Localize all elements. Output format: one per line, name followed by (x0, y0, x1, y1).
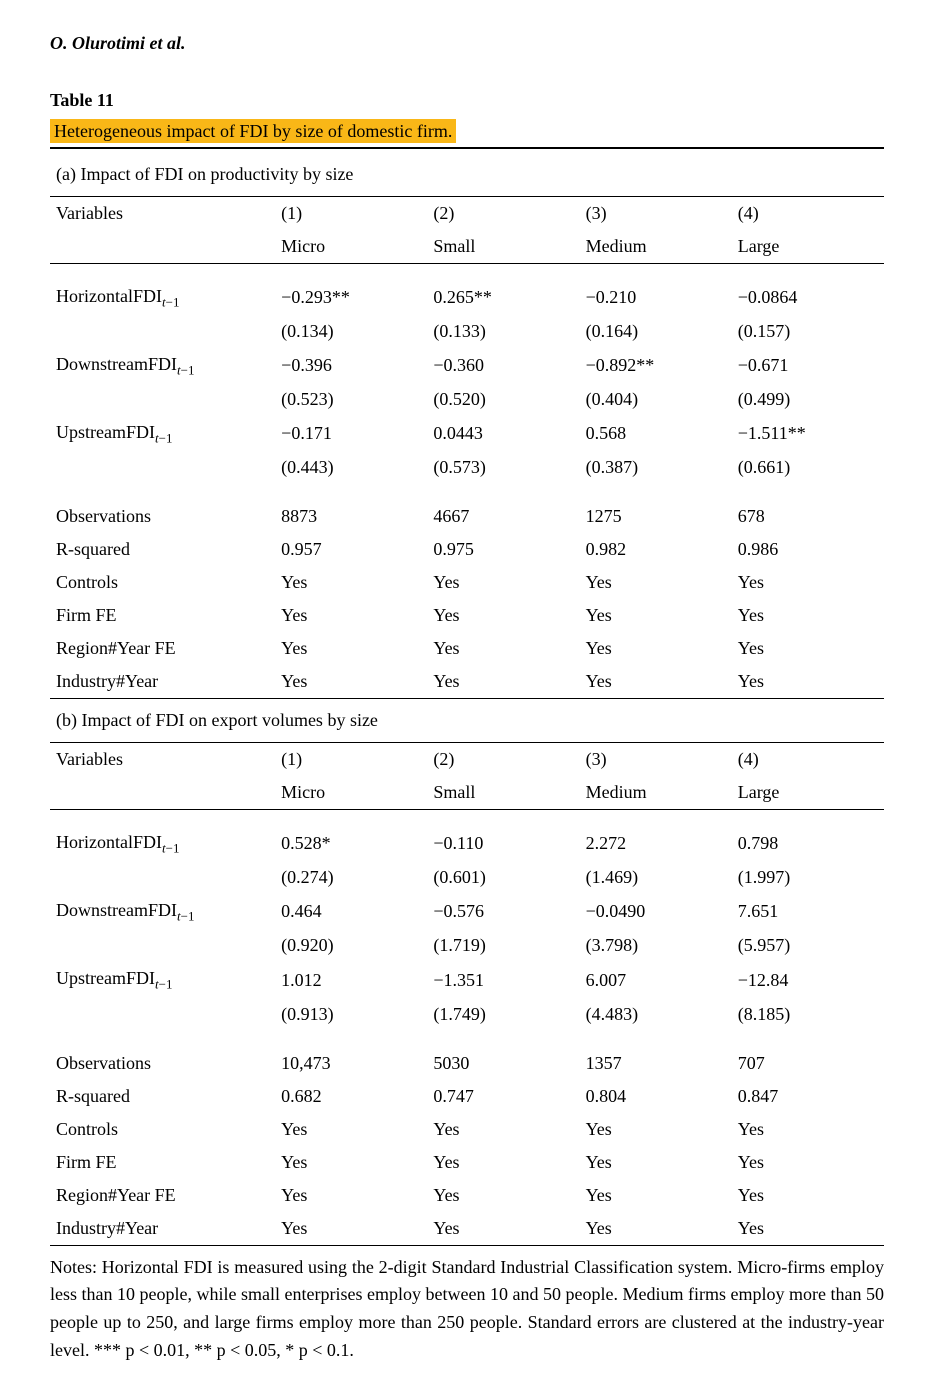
b-iye: Industry#YearYesYesYesYes (50, 1212, 884, 1246)
b-dfdi: DownstreamFDIt−1 0.464−0.576−0.04907.651 (50, 894, 884, 929)
header-c1l: Micro (275, 230, 427, 264)
a-dfdi: DownstreamFDIt−1 −0.396−0.360−0.892**−0.… (50, 348, 884, 383)
a-dfdi-se: (0.523)(0.520)(0.404)(0.499) (50, 383, 884, 416)
table-caption: Heterogeneous impact of FDI by size of d… (50, 119, 456, 143)
header-b-row-1: Variables (1) (2) (3) (4) (50, 743, 884, 777)
a-r2: R-squared0.9570.9750.9820.986 (50, 533, 884, 566)
header-c2l: Small (427, 230, 579, 264)
author-line: O. Olurotimi et al. (50, 30, 884, 57)
panel-b-title-row: (b) Impact of FDI on export volumes by s… (50, 699, 884, 743)
results-table: (a) Impact of FDI on productivity by siz… (50, 153, 884, 1246)
header-row-1: Variables (1) (2) (3) (4) (50, 197, 884, 231)
header-var: Variables (50, 197, 275, 231)
header-b-row-2: Micro Small Medium Large (50, 776, 884, 810)
header-c3n: (3) (580, 197, 732, 231)
b-ufdi-se: (0.913)(1.749)(4.483)(8.185) (50, 998, 884, 1031)
b-rye: Region#Year FEYesYesYesYes (50, 1179, 884, 1212)
table-label: Table 11 (50, 87, 884, 114)
panel-b-title: (b) Impact of FDI on export volumes by s… (50, 699, 884, 743)
b-hfdi: HorizontalFDIt−1 0.528*−0.1102.2720.798 (50, 826, 884, 861)
header-c4l: Large (732, 230, 884, 264)
table-caption-wrap: Heterogeneous impact of FDI by size of d… (50, 118, 884, 149)
b-obs: Observations10,47350301357707 (50, 1047, 884, 1080)
a-ffe: Firm FEYesYesYesYes (50, 599, 884, 632)
b-r2: R-squared0.6820.7470.8040.847 (50, 1080, 884, 1113)
b-hfdi-se: (0.274)(0.601)(1.469)(1.997) (50, 861, 884, 894)
panel-a-title-row: (a) Impact of FDI on productivity by siz… (50, 153, 884, 197)
header-c1n: (1) (275, 197, 427, 231)
a-ufdi-se: (0.443)(0.573)(0.387)(0.661) (50, 451, 884, 484)
a-iye: Industry#YearYesYesYesYes (50, 665, 884, 699)
a-rye: Region#Year FEYesYesYesYes (50, 632, 884, 665)
a-ctrl: ControlsYesYesYesYes (50, 566, 884, 599)
a-ufdi: UpstreamFDIt−1 −0.1710.04430.568−1.511** (50, 416, 884, 451)
a-hfdi: HorizontalFDIt−1 −0.293**0.265**−0.210−0… (50, 280, 884, 315)
b-ctrl: ControlsYesYesYesYes (50, 1113, 884, 1146)
header-c2n: (2) (427, 197, 579, 231)
header-c4n: (4) (732, 197, 884, 231)
table-notes: Notes: Horizontal FDI is measured using … (50, 1254, 884, 1366)
panel-a-title: (a) Impact of FDI on productivity by siz… (50, 153, 884, 197)
header-c3l: Medium (580, 230, 732, 264)
header-row-2: Micro Small Medium Large (50, 230, 884, 264)
a-obs: Observations887346671275678 (50, 500, 884, 533)
b-ffe: Firm FEYesYesYesYes (50, 1146, 884, 1179)
b-dfdi-se: (0.920)(1.719)(3.798)(5.957) (50, 929, 884, 962)
a-hfdi-se: (0.134)(0.133)(0.164)(0.157) (50, 315, 884, 348)
b-ufdi: UpstreamFDIt−1 1.012−1.3516.007−12.84 (50, 962, 884, 997)
